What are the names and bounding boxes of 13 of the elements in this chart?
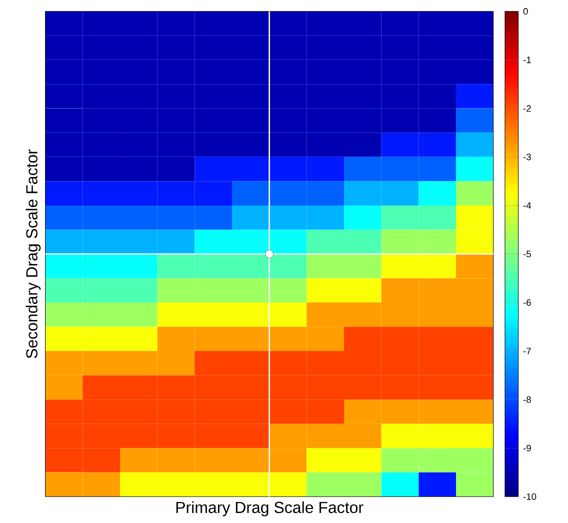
y-axis-title: Secondary Drag Scale Factor xyxy=(26,150,41,358)
color-bar-label: -4 xyxy=(523,202,532,209)
color-bar-label: -3 xyxy=(523,154,531,160)
color-bar-label: -9 xyxy=(523,445,531,452)
x-axis-title: Primary Drag Scale Factor xyxy=(176,502,364,516)
color-bar-label: -6 xyxy=(523,299,531,306)
color-bar-label: -7 xyxy=(523,348,531,354)
color-bar-label: 0 xyxy=(523,8,528,15)
color-bar-label: -1 xyxy=(523,56,531,64)
color-bar-label: -8 xyxy=(523,396,531,404)
color-bar-label: -2 xyxy=(523,105,531,112)
color-bar-label: -5 xyxy=(523,250,531,258)
color-bar-label: -10 xyxy=(523,494,536,500)
